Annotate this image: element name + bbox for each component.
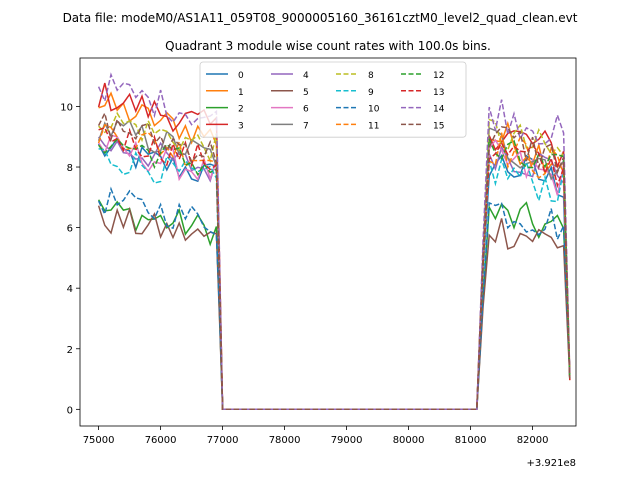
- series-line-6: [97, 134, 571, 411]
- y-tick-label: 2: [67, 345, 73, 356]
- legend-label-12: 12: [433, 71, 444, 81]
- series-line-0: [97, 136, 571, 411]
- x-tick-label: 75000: [83, 435, 115, 446]
- legend-label-13: 13: [433, 88, 444, 98]
- legend-label-8: 8: [368, 71, 374, 81]
- x-tick-label: 78000: [269, 435, 301, 446]
- legend-label-4: 4: [303, 71, 309, 81]
- plot-lines: [97, 72, 571, 411]
- legend-label-5: 5: [303, 88, 309, 98]
- legend-label-6: 6: [303, 105, 309, 115]
- series-line-7: [97, 119, 571, 411]
- series-line-5: [97, 205, 571, 411]
- series-line-11: [97, 123, 571, 411]
- legend-label-7: 7: [303, 121, 309, 131]
- x-axis: 75000 76000 77000 78000 79000 80000 81000 82000: [83, 426, 549, 446]
- legend-label-15: 15: [433, 121, 444, 131]
- series-line-4: [97, 136, 571, 411]
- x-tick-label: 76000: [145, 435, 177, 446]
- legend-label-2: 2: [238, 105, 244, 115]
- x-tick-label: 81000: [455, 435, 487, 446]
- series-line-8: [98, 111, 571, 411]
- x-tick-label: 80000: [393, 435, 425, 446]
- chart-suptitle: Data file: modeM0/AS1A11_059T08_90000051…: [63, 11, 578, 25]
- legend-box: [199, 61, 467, 138]
- y-tick-label: 8: [67, 163, 73, 174]
- x-tick-label: 82000: [517, 435, 549, 446]
- legend-label-10: 10: [368, 105, 380, 115]
- series-line-13: [98, 126, 571, 411]
- series-line-12: [98, 138, 571, 411]
- y-tick-label: 0: [67, 405, 73, 416]
- x-tick-label: 79000: [331, 435, 363, 446]
- legend-label-14: 14: [433, 105, 445, 115]
- series-line-14: [97, 72, 571, 411]
- series-line-15: [97, 111, 571, 411]
- series-line-1: [98, 91, 571, 411]
- series-line-9: [98, 148, 571, 411]
- legend-label-9: 9: [368, 88, 374, 98]
- legend-label-3: 3: [238, 121, 244, 131]
- legend-label-1: 1: [238, 88, 244, 98]
- legend-label-0: 0: [238, 71, 244, 81]
- chart-title: Quadrant 3 module wise count rates with …: [165, 39, 491, 53]
- series-line-2: [97, 199, 571, 411]
- y-axis: 0 2 4 6 8 10: [60, 102, 80, 416]
- y-tick-label: 6: [67, 224, 73, 235]
- plot-frame: [79, 57, 577, 427]
- y-tick-label: 4: [67, 284, 73, 295]
- series-line-10: [97, 186, 571, 411]
- x-offset-label: +3.921e8: [526, 458, 576, 469]
- legend-label-11: 11: [368, 121, 379, 131]
- x-tick-label: 77000: [207, 435, 239, 446]
- y-tick-label: 10: [60, 102, 73, 113]
